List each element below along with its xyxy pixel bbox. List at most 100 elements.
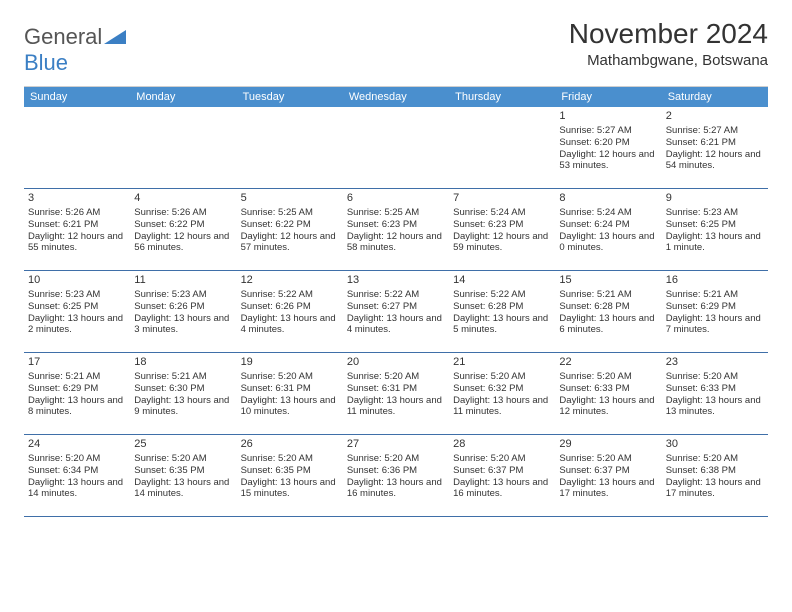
sunrise-text: Sunrise: 5:20 AM (134, 453, 232, 465)
day-cell: 6Sunrise: 5:25 AMSunset: 6:23 PMDaylight… (343, 189, 449, 271)
daylight-text: Daylight: 13 hours and 4 minutes. (241, 313, 339, 337)
day-cell: 1Sunrise: 5:27 AMSunset: 6:20 PMDaylight… (555, 107, 661, 189)
day-number: 27 (347, 438, 445, 452)
day-cell: 4Sunrise: 5:26 AMSunset: 6:22 PMDaylight… (130, 189, 236, 271)
day-number: 21 (453, 356, 551, 370)
day-number: 15 (559, 274, 657, 288)
day-number: 4 (134, 192, 232, 206)
empty-cell (130, 107, 236, 189)
daylight-text: Daylight: 13 hours and 15 minutes. (241, 477, 339, 501)
logo-general: General (24, 24, 102, 49)
logo-triangle-icon (104, 30, 126, 44)
daylight-text: Daylight: 13 hours and 17 minutes. (666, 477, 764, 501)
day-number: 12 (241, 274, 339, 288)
day-cell: 24Sunrise: 5:20 AMSunset: 6:34 PMDayligh… (24, 435, 130, 517)
day-number: 29 (559, 438, 657, 452)
page-subtitle: Mathambgwane, Botswana (569, 52, 768, 69)
sunset-text: Sunset: 6:34 PM (28, 465, 126, 477)
day-number: 7 (453, 192, 551, 206)
day-number: 2 (666, 110, 764, 124)
empty-cell (449, 107, 555, 189)
sunset-text: Sunset: 6:23 PM (453, 219, 551, 231)
sunrise-text: Sunrise: 5:20 AM (666, 453, 764, 465)
sunrise-text: Sunrise: 5:20 AM (241, 453, 339, 465)
daylight-text: Daylight: 12 hours and 59 minutes. (453, 231, 551, 255)
day-cell: 26Sunrise: 5:20 AMSunset: 6:35 PMDayligh… (237, 435, 343, 517)
sunset-text: Sunset: 6:30 PM (134, 383, 232, 395)
daylight-text: Daylight: 12 hours and 55 minutes. (28, 231, 126, 255)
day-cell: 19Sunrise: 5:20 AMSunset: 6:31 PMDayligh… (237, 353, 343, 435)
empty-cell (24, 107, 130, 189)
daylight-text: Daylight: 13 hours and 4 minutes. (347, 313, 445, 337)
day-number: 10 (28, 274, 126, 288)
logo: General Blue (24, 24, 126, 76)
sunset-text: Sunset: 6:37 PM (453, 465, 551, 477)
sunset-text: Sunset: 6:20 PM (559, 137, 657, 149)
weekday-header: Friday (555, 87, 661, 107)
day-cell: 5Sunrise: 5:25 AMSunset: 6:22 PMDaylight… (237, 189, 343, 271)
sunrise-text: Sunrise: 5:27 AM (666, 125, 764, 137)
daylight-text: Daylight: 13 hours and 1 minute. (666, 231, 764, 255)
logo-blue: Blue (24, 50, 68, 75)
weekday-header: Thursday (449, 87, 555, 107)
sunrise-text: Sunrise: 5:21 AM (28, 371, 126, 383)
day-cell: 14Sunrise: 5:22 AMSunset: 6:28 PMDayligh… (449, 271, 555, 353)
day-cell: 15Sunrise: 5:21 AMSunset: 6:28 PMDayligh… (555, 271, 661, 353)
weekday-header: Wednesday (343, 87, 449, 107)
sunset-text: Sunset: 6:31 PM (241, 383, 339, 395)
day-number: 25 (134, 438, 232, 452)
weekday-header: Saturday (662, 87, 768, 107)
daylight-text: Daylight: 13 hours and 14 minutes. (28, 477, 126, 501)
sunrise-text: Sunrise: 5:23 AM (28, 289, 126, 301)
sunrise-text: Sunrise: 5:22 AM (453, 289, 551, 301)
day-cell: 2Sunrise: 5:27 AMSunset: 6:21 PMDaylight… (662, 107, 768, 189)
sunset-text: Sunset: 6:38 PM (666, 465, 764, 477)
sunrise-text: Sunrise: 5:21 AM (134, 371, 232, 383)
day-cell: 16Sunrise: 5:21 AMSunset: 6:29 PMDayligh… (662, 271, 768, 353)
daylight-text: Daylight: 13 hours and 10 minutes. (241, 395, 339, 419)
day-number: 11 (134, 274, 232, 288)
sunset-text: Sunset: 6:36 PM (347, 465, 445, 477)
sunset-text: Sunset: 6:33 PM (666, 383, 764, 395)
day-cell: 27Sunrise: 5:20 AMSunset: 6:36 PMDayligh… (343, 435, 449, 517)
sunset-text: Sunset: 6:26 PM (241, 301, 339, 313)
day-cell: 9Sunrise: 5:23 AMSunset: 6:25 PMDaylight… (662, 189, 768, 271)
day-number: 20 (347, 356, 445, 370)
day-cell: 30Sunrise: 5:20 AMSunset: 6:38 PMDayligh… (662, 435, 768, 517)
title-block: November 2024 Mathambgwane, Botswana (569, 18, 768, 69)
header: General Blue November 2024 Mathambgwane,… (24, 18, 768, 76)
daylight-text: Daylight: 12 hours and 56 minutes. (134, 231, 232, 255)
sunset-text: Sunset: 6:25 PM (28, 301, 126, 313)
day-cell: 21Sunrise: 5:20 AMSunset: 6:32 PMDayligh… (449, 353, 555, 435)
sunset-text: Sunset: 6:28 PM (453, 301, 551, 313)
sunset-text: Sunset: 6:21 PM (28, 219, 126, 231)
daylight-text: Daylight: 13 hours and 11 minutes. (453, 395, 551, 419)
sunset-text: Sunset: 6:22 PM (134, 219, 232, 231)
day-number: 5 (241, 192, 339, 206)
daylight-text: Daylight: 13 hours and 0 minutes. (559, 231, 657, 255)
day-cell: 29Sunrise: 5:20 AMSunset: 6:37 PMDayligh… (555, 435, 661, 517)
day-number: 23 (666, 356, 764, 370)
sunrise-text: Sunrise: 5:20 AM (559, 371, 657, 383)
day-number: 22 (559, 356, 657, 370)
day-number: 3 (28, 192, 126, 206)
day-cell: 8Sunrise: 5:24 AMSunset: 6:24 PMDaylight… (555, 189, 661, 271)
day-number: 8 (559, 192, 657, 206)
sunset-text: Sunset: 6:24 PM (559, 219, 657, 231)
sunrise-text: Sunrise: 5:24 AM (559, 207, 657, 219)
sunset-text: Sunset: 6:37 PM (559, 465, 657, 477)
daylight-text: Daylight: 12 hours and 58 minutes. (347, 231, 445, 255)
sunset-text: Sunset: 6:35 PM (134, 465, 232, 477)
sunrise-text: Sunrise: 5:23 AM (666, 207, 764, 219)
day-number: 18 (134, 356, 232, 370)
daylight-text: Daylight: 13 hours and 7 minutes. (666, 313, 764, 337)
day-cell: 20Sunrise: 5:20 AMSunset: 6:31 PMDayligh… (343, 353, 449, 435)
day-cell: 23Sunrise: 5:20 AMSunset: 6:33 PMDayligh… (662, 353, 768, 435)
logo-text: General Blue (24, 24, 126, 76)
sunrise-text: Sunrise: 5:20 AM (28, 453, 126, 465)
sunrise-text: Sunrise: 5:20 AM (666, 371, 764, 383)
sunrise-text: Sunrise: 5:20 AM (559, 453, 657, 465)
sunrise-text: Sunrise: 5:21 AM (666, 289, 764, 301)
day-number: 24 (28, 438, 126, 452)
sunset-text: Sunset: 6:33 PM (559, 383, 657, 395)
